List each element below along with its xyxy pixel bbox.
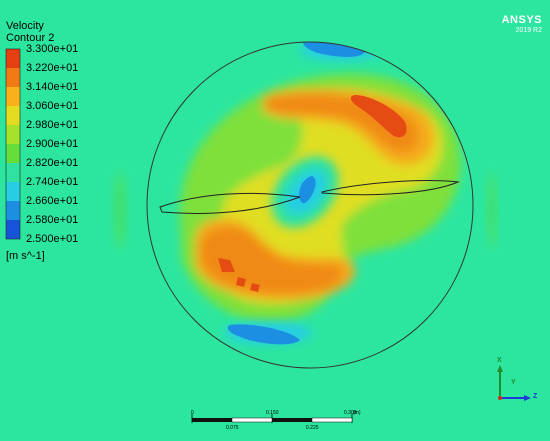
scale-segment xyxy=(272,418,312,422)
outer-contour-bands xyxy=(114,170,497,250)
scale-label-end: 0.300 xyxy=(344,410,357,416)
triad-y-label: Y xyxy=(511,379,516,386)
wall-low-velocity-bottom xyxy=(227,324,300,345)
legend-swatch xyxy=(6,201,20,220)
scale-segment xyxy=(192,418,232,422)
vessel-contours xyxy=(180,42,461,345)
velocity-hotspot-lower xyxy=(218,258,235,272)
legend-swatch xyxy=(6,144,20,163)
legend-level: 2.580e+01 xyxy=(26,214,79,226)
legend-subtitle: Contour 2 xyxy=(6,32,55,44)
velocity-hotspot-lower-2 xyxy=(236,277,246,287)
legend-level: 2.820e+01 xyxy=(26,157,79,169)
legend-level: 2.980e+01 xyxy=(26,119,79,131)
triad-x-arrow xyxy=(497,365,503,372)
scale-bar-graphic xyxy=(191,414,353,423)
impeller-blade-right xyxy=(321,180,460,196)
scale-bar: 0 0.150 0.300 (m) 0.075 0.225 xyxy=(190,409,361,437)
triad-z-arrow xyxy=(524,395,531,401)
scale-label-three-quarter: 0.225 xyxy=(306,425,319,431)
axis-triad xyxy=(497,365,531,401)
velocity-hotspot-lower-3 xyxy=(250,283,260,292)
scale-label-quarter: 0.075 xyxy=(226,425,239,431)
legend-swatch xyxy=(6,106,20,125)
vessel-wall xyxy=(146,41,474,369)
triad-z-label: Z xyxy=(533,393,538,400)
legend-swatch xyxy=(6,125,20,144)
scale-unit: (m) xyxy=(353,410,361,416)
triad-x-label: X xyxy=(497,357,502,364)
scale-label-mid: 0.150 xyxy=(266,410,279,416)
legend-level: 3.300e+01 xyxy=(26,43,79,55)
legend-level: 2.500e+01 xyxy=(26,233,79,245)
legend-level: 2.660e+01 xyxy=(26,195,79,207)
legend-level: 3.140e+01 xyxy=(26,81,79,93)
legend-unit: [m s^-1] xyxy=(6,250,45,262)
velocity-hotspot-upper xyxy=(350,95,407,138)
legend-level: 2.740e+01 xyxy=(26,176,79,188)
legend-swatch xyxy=(6,87,20,106)
legend-swatch xyxy=(6,163,20,182)
impeller-blade-left xyxy=(159,192,301,214)
central-low-velocity-core xyxy=(299,176,316,204)
scale-segment xyxy=(231,417,273,423)
wall-low-velocity-top xyxy=(303,42,365,57)
scale-segment xyxy=(311,417,353,423)
legend-level: 3.060e+01 xyxy=(26,100,79,112)
legend-swatch xyxy=(6,220,20,239)
legend-level: 2.900e+01 xyxy=(26,138,79,150)
legend-swatch xyxy=(6,68,20,87)
legend-swatch xyxy=(6,49,20,68)
legend-level: 3.220e+01 xyxy=(26,62,79,74)
brand-name: ANSYS xyxy=(501,14,542,26)
ansys-logo: ANSYS 2019 R2 xyxy=(502,14,542,34)
legend-color-bar xyxy=(5,48,21,240)
legend-frame xyxy=(5,48,21,240)
legend-title: Velocity xyxy=(6,20,44,32)
brand-version: 2019 R2 xyxy=(515,27,542,34)
scale-label-start: 0 xyxy=(191,410,194,416)
legend-swatch xyxy=(6,182,20,201)
triad-origin xyxy=(498,396,502,400)
